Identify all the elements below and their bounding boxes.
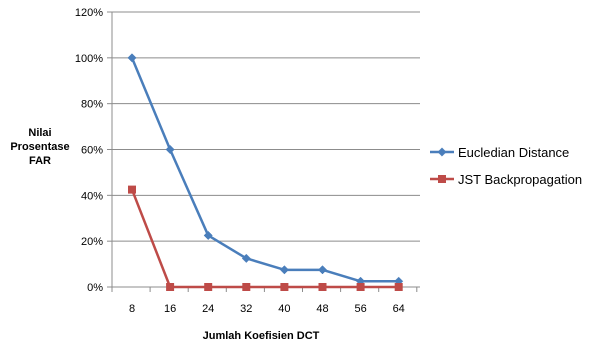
axes xyxy=(107,11,420,292)
legend-label: Eucledian Distance xyxy=(458,145,569,160)
legend-marker xyxy=(438,175,446,183)
x-axis-title: Jumlah Koefisien DCT xyxy=(203,330,320,342)
y-axis-title-line: Nilai xyxy=(28,127,51,139)
y-tick-label: 120% xyxy=(75,7,103,19)
data-point xyxy=(166,283,175,291)
gridlines xyxy=(112,11,420,242)
x-tick-label: 48 xyxy=(316,303,328,315)
data-point xyxy=(203,230,213,240)
y-tick-label: 0% xyxy=(87,282,103,294)
series-1 xyxy=(128,185,403,291)
x-tick-label: 16 xyxy=(164,303,176,315)
series-group xyxy=(127,53,404,291)
y-tick-label: 80% xyxy=(81,99,103,111)
y-axis-title: Nilai Prosentase FAR xyxy=(10,127,69,167)
legend-label: JST Backpropagation xyxy=(458,172,582,187)
series-line xyxy=(130,57,399,283)
data-point xyxy=(394,283,403,291)
tick-labels: 0% 20% 40% 60% 80% 100% 120% 8 16 24 32 40 48 56 64 xyxy=(75,7,405,315)
y-axis-title-line: Prosentase xyxy=(10,141,69,153)
data-point xyxy=(242,283,251,291)
x-tick-label: 64 xyxy=(393,303,405,315)
legend-item: JST Backpropagation xyxy=(430,172,582,187)
data-point xyxy=(279,265,289,275)
y-axis-title-line: FAR xyxy=(29,155,51,167)
y-tick-label: 60% xyxy=(81,145,103,157)
data-point xyxy=(241,253,251,263)
y-tick-label: 20% xyxy=(81,236,103,248)
series-line xyxy=(130,189,399,289)
y-tick-label: 40% xyxy=(81,190,103,202)
data-point xyxy=(204,283,213,291)
x-tick-label: 40 xyxy=(278,303,290,315)
x-tick-label: 56 xyxy=(354,303,366,315)
data-point xyxy=(280,283,289,291)
x-tick-label: 8 xyxy=(129,303,135,315)
series-0 xyxy=(127,53,404,286)
legend-item: Eucledian Distance xyxy=(430,145,569,160)
data-point xyxy=(128,185,136,194)
data-point xyxy=(165,144,175,155)
x-tick-label: 32 xyxy=(240,303,252,315)
data-point xyxy=(317,265,328,275)
x-tick-label: 24 xyxy=(202,303,214,315)
legend-marker xyxy=(437,147,447,157)
data-point xyxy=(318,283,327,291)
data-point xyxy=(127,53,137,63)
legend: Eucledian Distance JST Backpropagation xyxy=(430,145,582,187)
y-tick-label: 100% xyxy=(75,53,103,65)
data-point xyxy=(356,283,365,291)
